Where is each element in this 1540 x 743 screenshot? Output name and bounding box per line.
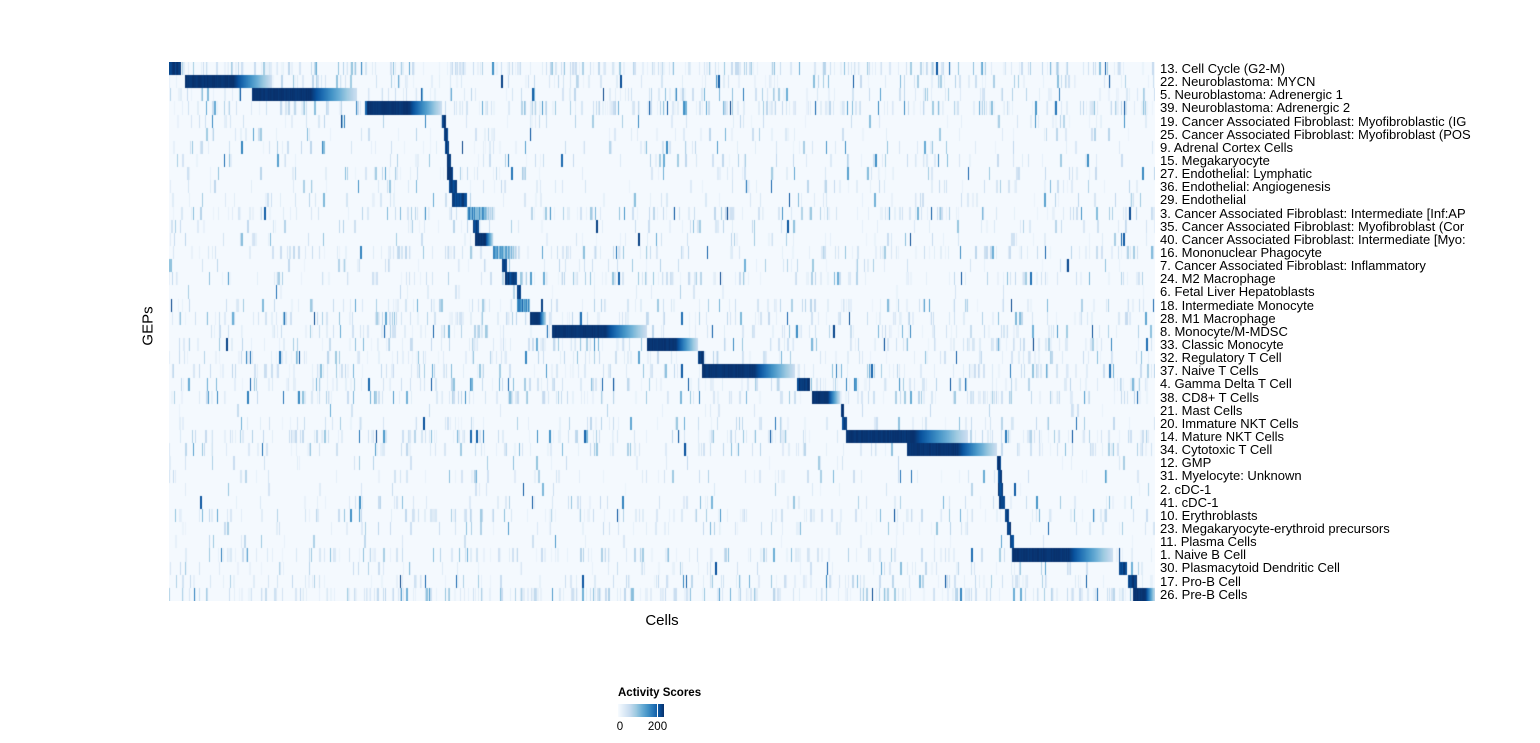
legend-scale: 0 200 <box>616 721 748 735</box>
row-label: 4. Gamma Delta T Cell <box>1160 376 1292 392</box>
row-label: 5. Neuroblastoma: Adrenergic 1 <box>1160 87 1343 103</box>
y-axis-label: GEPs <box>139 306 157 346</box>
row-label: 38. CD8+ T Cells <box>1160 389 1259 405</box>
row-label: 12. GMP <box>1160 455 1212 471</box>
row-label: 36. Endothelial: Angiogenesis <box>1160 179 1331 195</box>
row-label: 14. Mature NKT Cells <box>1160 429 1285 444</box>
row-label: 29. Endothelial <box>1160 192 1247 208</box>
row-label: 26. Pre-B Cells <box>1160 586 1248 601</box>
row-label: 17. Pro-B Cell <box>1160 573 1241 589</box>
row-label: 27. Endothelial: Lymphatic <box>1160 166 1313 182</box>
row-label: 8. Monocyte/M-MDSC <box>1160 323 1288 339</box>
row-label: 16. Mononuclear Phagocyte <box>1160 245 1322 261</box>
row-label: 37. Naive T Cells <box>1160 363 1259 379</box>
legend-tick-mark <box>656 704 659 717</box>
row-label: 10. Erythroblasts <box>1160 507 1258 523</box>
row-label: 39. Neuroblastoma: Adrenergic 2 <box>1160 100 1351 116</box>
row-label: 19. Cancer Associated Fibroblast: Myofib… <box>1160 113 1467 129</box>
row-label: 22. Neuroblastoma: MYCN <box>1160 74 1316 90</box>
heatmap-canvas <box>169 62 1155 601</box>
row-label: 7. Cancer Associated Fibroblast: Inflamm… <box>1160 258 1426 274</box>
row-label: 13. Cell Cycle (G2-M) <box>1160 62 1285 77</box>
row-label: 33. Classic Monocyte <box>1160 337 1284 353</box>
legend-gradient-bar <box>618 704 664 717</box>
x-axis-label: Cells <box>645 612 679 629</box>
row-label: 11. Plasma Cells <box>1160 534 1257 550</box>
row-label: 2. cDC-1 <box>1160 481 1212 497</box>
legend-min-label: 0 <box>616 721 624 733</box>
row-label: 20. Immature NKT Cells <box>1160 415 1299 431</box>
row-label: 30. Plasmacytoid Dendritic Cell <box>1160 560 1340 576</box>
row-label: 18. Intermediate Monocyte <box>1160 297 1314 313</box>
legend-max-label: 200 <box>647 721 668 733</box>
row-labels: 13. Cell Cycle (G2-M) 22. Neuroblastoma: … <box>1160 62 1540 601</box>
row-label: 3. Cancer Associated Fibroblast: Interme… <box>1160 205 1466 221</box>
legend: Activity Scores 0 200 <box>616 687 748 735</box>
legend-title: Activity Scores <box>618 687 702 699</box>
row-label: 23. Megakaryocyte-erythroid precursors <box>1160 520 1390 536</box>
row-label: 1. Naive B Cell <box>1160 547 1246 563</box>
row-label: 32. Regulatory T Cell <box>1160 350 1282 366</box>
row-label: 21. Mast Cells <box>1160 402 1243 418</box>
row-label: 9. Adrenal Cortex Cells <box>1160 139 1293 155</box>
row-label: 35. Cancer Associated Fibroblast: Myofib… <box>1160 218 1465 234</box>
row-label: 24. M2 Macrophage <box>1160 271 1276 287</box>
row-label: 31. Myelocyte: Unknown <box>1160 468 1302 484</box>
row-label: 28. M1 Macrophage <box>1160 310 1276 326</box>
row-label: 15. Megakaryocyte <box>1160 153 1270 169</box>
row-label: 25. Cancer Associated Fibroblast: Myofib… <box>1160 126 1471 142</box>
row-label: 6. Fetal Liver Hepatoblasts <box>1160 284 1315 300</box>
row-label: 40. Cancer Associated Fibroblast: Interm… <box>1160 231 1466 247</box>
row-label: 34. Cytotoxic T Cell <box>1160 442 1273 458</box>
row-label: 41. cDC-1 <box>1160 494 1219 510</box>
